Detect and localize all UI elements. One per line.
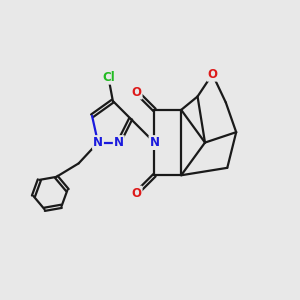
Text: O: O <box>132 187 142 200</box>
Text: O: O <box>207 68 218 81</box>
Text: N: N <box>93 136 103 149</box>
Text: N: N <box>149 136 160 149</box>
Text: N: N <box>114 136 124 149</box>
Text: O: O <box>132 85 142 98</box>
Text: Cl: Cl <box>102 71 115 84</box>
